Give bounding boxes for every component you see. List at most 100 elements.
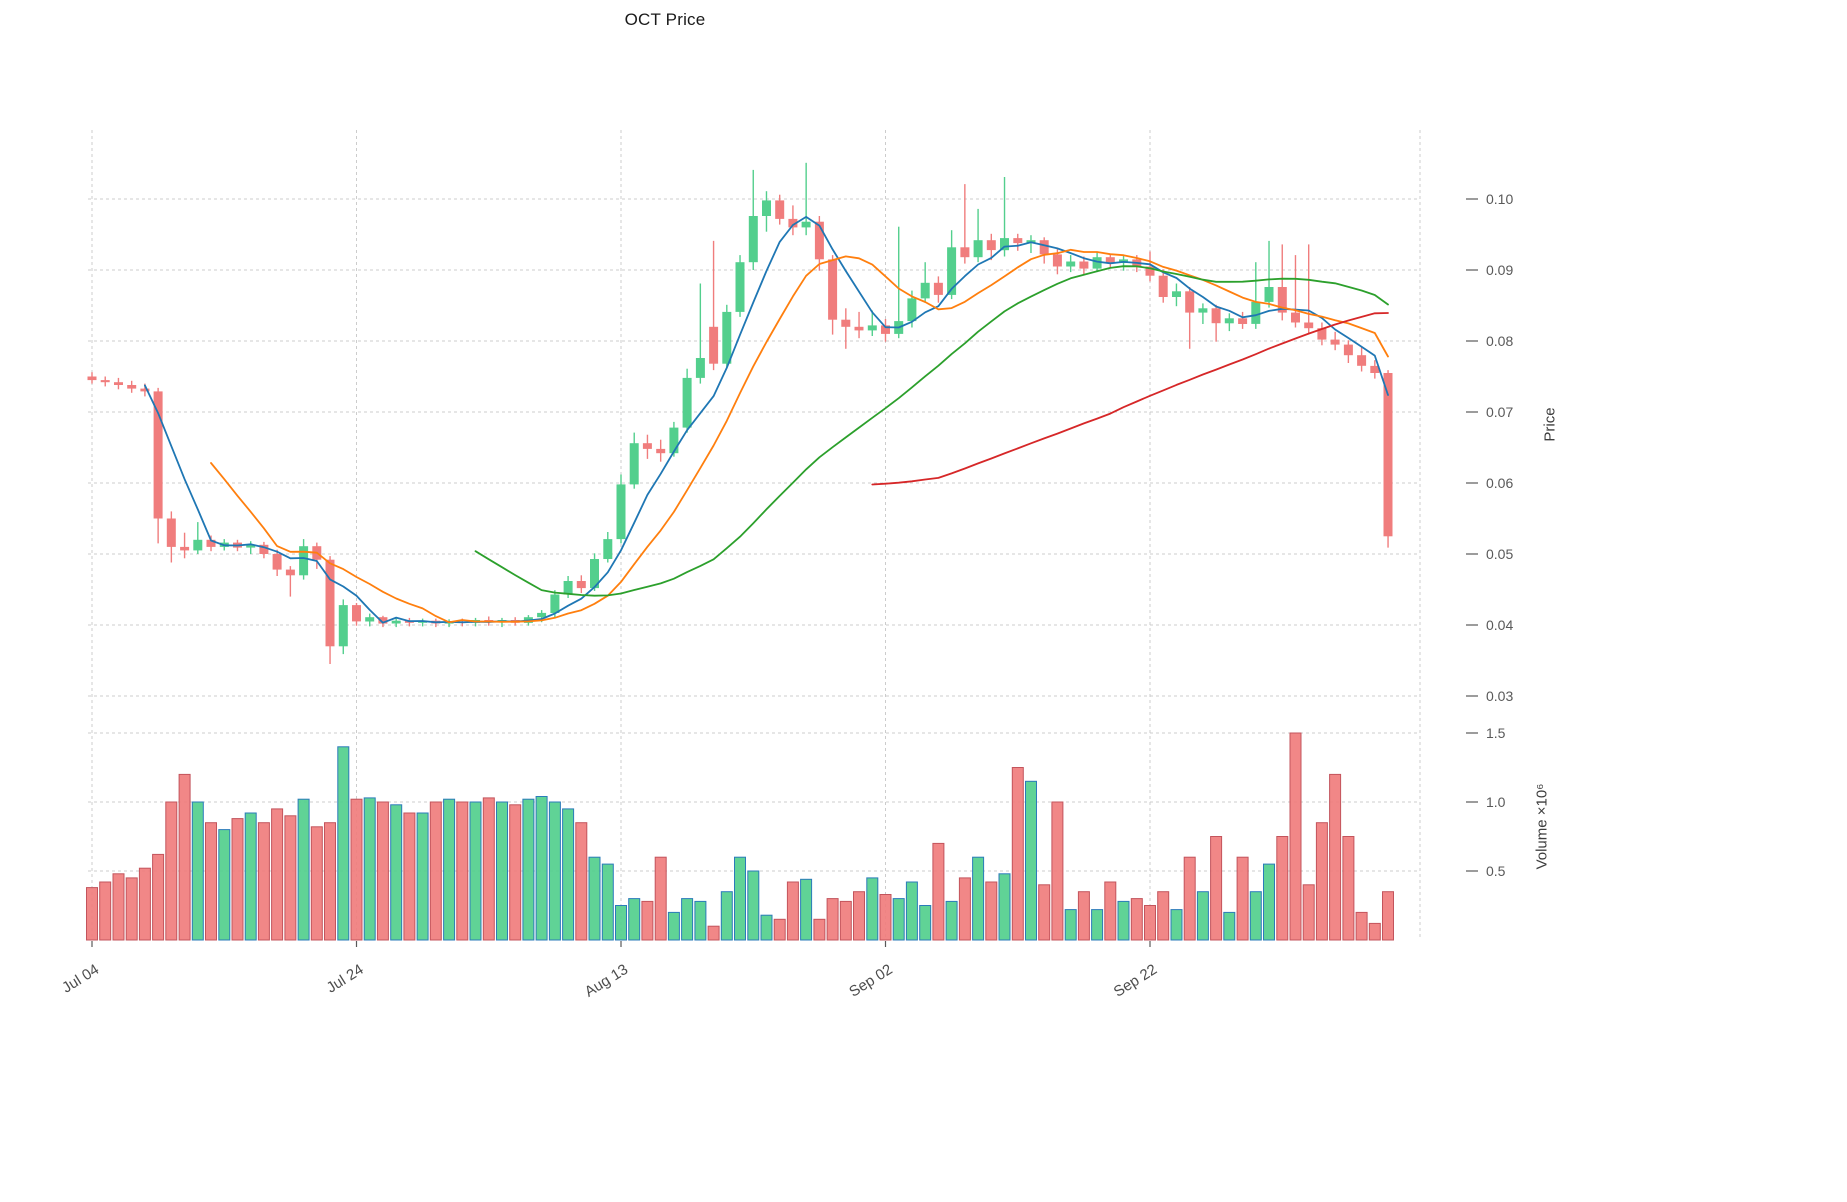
volume-bar (429, 801, 442, 941)
candle-body (841, 319, 851, 327)
candle-body (1277, 287, 1287, 313)
volume-bar (403, 812, 416, 941)
candle-body (1291, 312, 1300, 323)
candle-body (933, 282, 943, 295)
volume-bar (839, 900, 852, 941)
x-tick-label: Jul 04 (59, 961, 102, 997)
volume-bar (654, 856, 667, 941)
volume-bar (892, 898, 905, 941)
volume-bar (1236, 856, 1249, 941)
candle-body (259, 544, 269, 554)
volume-bar (972, 856, 985, 941)
x-tick-label: Jul 24 (324, 961, 367, 997)
volume-bar (1210, 836, 1223, 941)
volume-bar (945, 900, 958, 941)
volume-bar (667, 911, 680, 941)
volume-bar (350, 798, 363, 941)
x-tick-label: Aug 13 (582, 961, 631, 1001)
volume-bar (1051, 801, 1064, 941)
volume-bar (1064, 909, 1077, 941)
volume-bar (112, 873, 125, 941)
candle-body (682, 377, 692, 428)
candle-body (907, 298, 917, 322)
candle-body (748, 216, 758, 263)
volume-bar (734, 856, 746, 941)
volume-bar (919, 905, 932, 941)
candle-body (1039, 240, 1049, 255)
candle-body (603, 539, 613, 559)
chart-title: OCT Price (624, 10, 706, 29)
volume-bar (1077, 891, 1090, 941)
candle-body (1052, 254, 1062, 267)
candle-body (325, 559, 335, 647)
ma-line-ma60 (871, 312, 1389, 486)
price-axis-label: Price (1541, 407, 1559, 442)
volume-bar (257, 822, 270, 941)
candle-body (1000, 238, 1009, 251)
volume-bar (588, 856, 601, 941)
volume-bar (191, 801, 204, 941)
candle-body (1211, 308, 1221, 324)
volume-bar (509, 804, 522, 941)
candle-body (576, 581, 586, 589)
candle-body (1092, 257, 1102, 269)
volume-bar (1117, 900, 1130, 941)
volume-bar (99, 881, 112, 941)
volume-bar (601, 863, 614, 941)
candle-body (338, 605, 348, 647)
volume-bar (1355, 911, 1368, 941)
candle-wicks (91, 162, 1389, 664)
volume-bar (866, 877, 879, 941)
volume-bar (152, 853, 165, 941)
volume-bar (800, 878, 813, 941)
volume-bar (985, 881, 998, 941)
volume-bar (1025, 780, 1037, 941)
ma-line-ma30 (474, 265, 1389, 597)
candle-body (1251, 301, 1261, 324)
volume-bar (522, 798, 535, 941)
price-tick-label: 0.10 (1486, 191, 1513, 207)
candle-body (669, 427, 679, 454)
price-tick-label: 0.07 (1486, 404, 1513, 420)
volume-bar (1263, 863, 1275, 941)
volume-axis-label: Volume ×10⁶ (1533, 783, 1551, 870)
volume-bar (205, 822, 217, 941)
volume-bar (694, 900, 707, 941)
candle-body (193, 539, 203, 551)
volume-bar (244, 812, 257, 941)
candle-body (881, 325, 890, 334)
volume-bar (1038, 884, 1051, 941)
volume-bar (1302, 884, 1315, 941)
volume-bar (535, 796, 548, 941)
candle-body (1185, 291, 1195, 313)
volume-bar (469, 801, 482, 941)
volume-bar (1223, 911, 1236, 941)
candle-body (1370, 365, 1380, 373)
candle-body (87, 376, 97, 381)
candle-body (365, 617, 375, 622)
volume-bar (416, 812, 429, 941)
candle-body (801, 221, 811, 228)
candle-body (788, 218, 798, 228)
candle-body (166, 518, 176, 547)
volume-bar (1170, 909, 1183, 941)
price-tick-label: 0.08 (1486, 333, 1513, 349)
volume-bar (390, 804, 403, 941)
candle-body (352, 605, 361, 622)
ma-line-ma5 (143, 215, 1389, 624)
volume-bar (178, 773, 191, 941)
candle-body (285, 569, 295, 576)
candle-body (272, 554, 282, 570)
volume-bar (720, 891, 733, 941)
volume-bar (456, 801, 469, 941)
moving-average-lines (143, 215, 1389, 624)
candle-body (246, 544, 256, 548)
volume-bar (1315, 822, 1328, 941)
volume-tick-label: 1.0 (1486, 794, 1506, 810)
candle-body (973, 240, 983, 258)
candle-body (960, 247, 970, 258)
candle-body (1238, 318, 1248, 324)
volume-bar (1196, 891, 1209, 941)
candle-body (642, 443, 652, 449)
gridlines (88, 130, 1421, 940)
